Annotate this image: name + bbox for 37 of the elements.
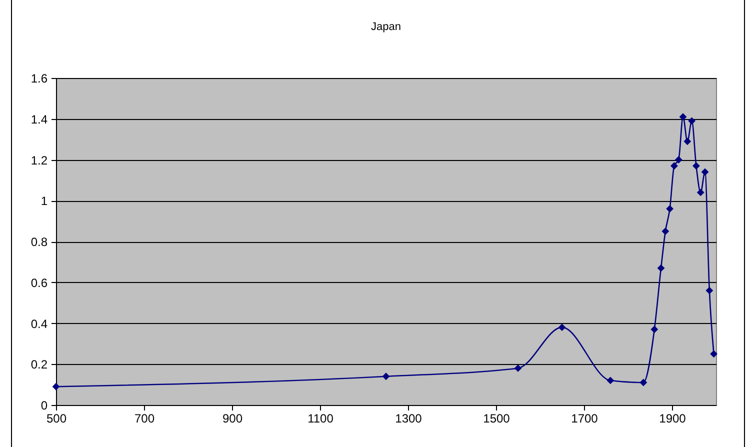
point [674, 156, 682, 164]
point [688, 117, 696, 125]
y-tick-label: 1.4 [30, 112, 48, 126]
x-tick-label: 900 [222, 412, 243, 426]
point [684, 138, 692, 146]
y-tick-label: 0.4 [30, 316, 48, 331]
point [52, 382, 60, 390]
point [692, 162, 700, 170]
point [710, 350, 718, 358]
point [657, 264, 665, 272]
point [701, 168, 709, 176]
y-tick-label: 1.2 [30, 153, 48, 168]
point [558, 324, 566, 332]
y-tick-label: 0.2 [30, 358, 48, 372]
point [606, 376, 614, 384]
chart-title: Japan [371, 21, 401, 33]
point [382, 372, 390, 380]
x-tick-label: 1100 [308, 412, 334, 426]
x-tick-label: 700 [134, 412, 155, 426]
point [640, 378, 648, 386]
point [650, 326, 658, 334]
y-tick-label: 0.6 [30, 276, 48, 290]
x-tick-label: 1500 [483, 412, 510, 426]
y-tick-label: 1 [40, 194, 48, 208]
point [679, 113, 687, 121]
y-tick-label: 0.8 [30, 235, 48, 249]
point [666, 205, 674, 213]
point [696, 188, 704, 196]
point [670, 162, 678, 170]
y-tick-label: 0 [40, 398, 48, 412]
x-tick-label: 1300 [395, 412, 422, 426]
x-tick-label: 1900 [659, 412, 686, 426]
x-tick-label: 500 [46, 412, 67, 426]
y-tick-label: 1.6 [30, 72, 48, 86]
point [662, 228, 670, 235]
x-tick-label: 1700 [571, 412, 598, 426]
point [706, 286, 714, 294]
